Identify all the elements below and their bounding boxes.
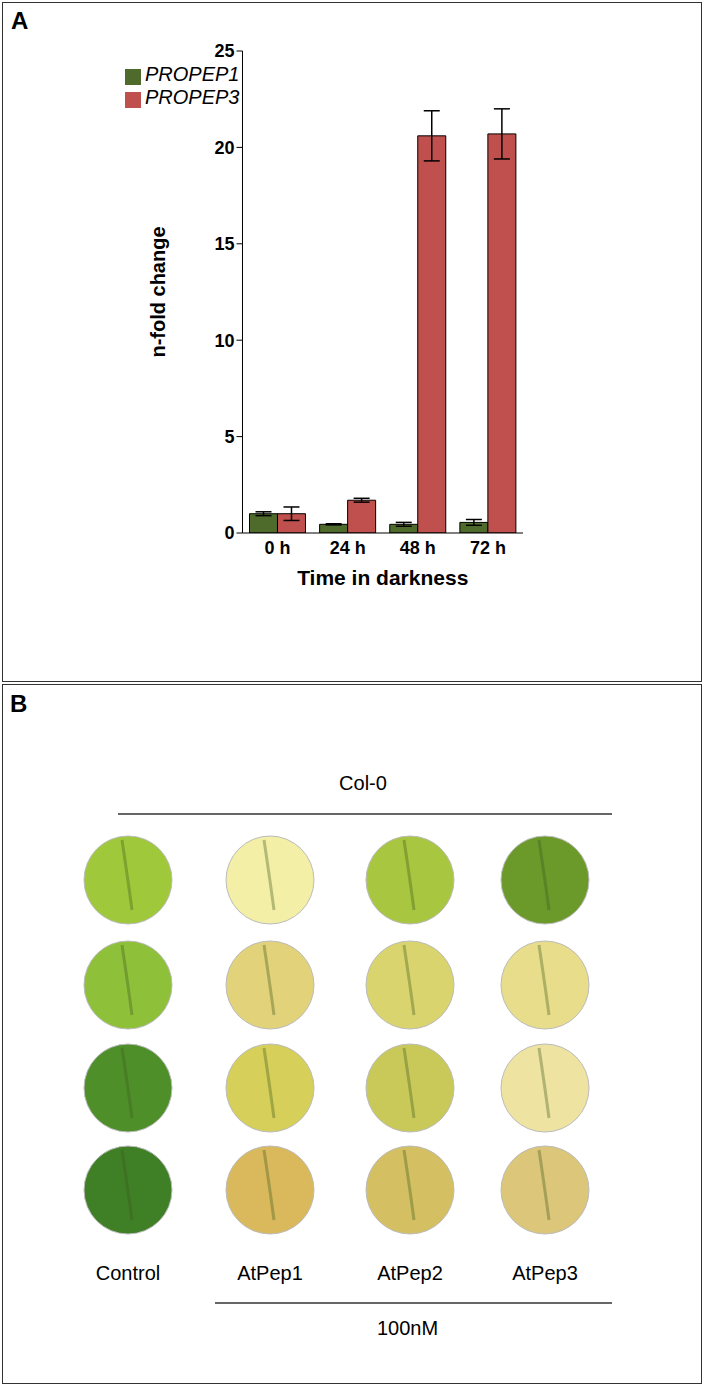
svg-text:Control: Control xyxy=(96,1262,160,1284)
svg-text:AtPep3: AtPep3 xyxy=(512,1262,578,1284)
svg-text:Col-0: Col-0 xyxy=(339,772,387,794)
svg-text:5: 5 xyxy=(224,427,234,447)
svg-text:72 h: 72 h xyxy=(470,538,506,558)
svg-text:10: 10 xyxy=(214,331,234,351)
svg-text:0 h: 0 h xyxy=(265,538,291,558)
html-text:PROPEP1: PROPEP1 xyxy=(145,63,240,85)
svg-text:100nM: 100nM xyxy=(377,1317,438,1339)
svg-text:0: 0 xyxy=(224,523,234,543)
svg-text:48 h: 48 h xyxy=(400,538,436,558)
html-text:A: A xyxy=(11,7,29,34)
svg-text:25: 25 xyxy=(214,41,234,61)
svg-text:AtPep1: AtPep1 xyxy=(237,1262,303,1284)
svg-text:n-fold change: n-fold change xyxy=(147,226,169,357)
svg-text:Time in darkness: Time in darkness xyxy=(297,566,468,589)
svg-text:24 h: 24 h xyxy=(330,538,366,558)
svg-text:B: B xyxy=(10,690,27,717)
html-text:PROPEP3: PROPEP3 xyxy=(145,86,240,108)
svg-text:AtPep2: AtPep2 xyxy=(377,1262,443,1284)
svg-text:20: 20 xyxy=(214,138,234,158)
svg-text:15: 15 xyxy=(214,234,234,254)
